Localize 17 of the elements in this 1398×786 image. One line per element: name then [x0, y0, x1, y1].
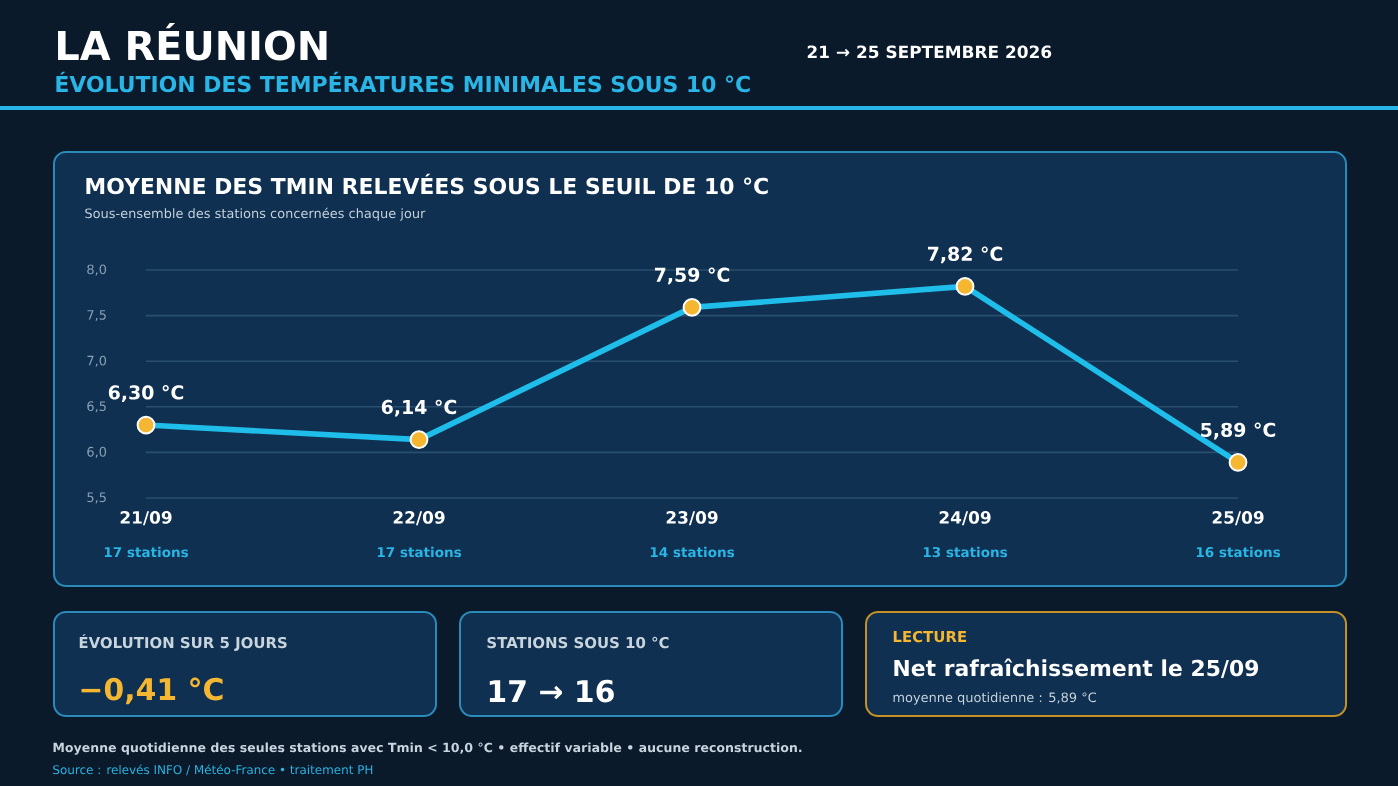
x-tick-label: 21/09 [120, 511, 172, 526]
x-tick-label: 22/09 [393, 511, 445, 526]
data-label: 6,30 °C [108, 385, 184, 402]
text: Net rafraîchissement le 25/09 [894, 658, 1259, 679]
text: LA RÉUNION [58, 23, 327, 61]
x-tick-label: 25/09 [1212, 511, 1264, 526]
text: 21 → 25 SEPTEMBRE 2026 [807, 45, 1052, 59]
data-label: 7,59 °C [654, 267, 730, 285]
text: ÉVOLUTION DES TEMPÉRATURES MINIMALES SOUS 10 °C [56, 71, 750, 93]
chart-title: MOYENNE DES TMIN RELEVÉES SOUS LE SEUIL DE 10 °C [86, 173, 768, 195]
x-tick-label: 24/09 [939, 511, 991, 526]
x-tick-label: 23/09 [666, 511, 718, 526]
text: −0,41 °C [81, 677, 223, 705]
data-label: 6,14 °C [381, 399, 457, 417]
data-label: 5,89 °C [1201, 422, 1276, 440]
text: 17 → 16 [489, 679, 614, 703]
data-label: 7,82 °C [927, 246, 1003, 264]
